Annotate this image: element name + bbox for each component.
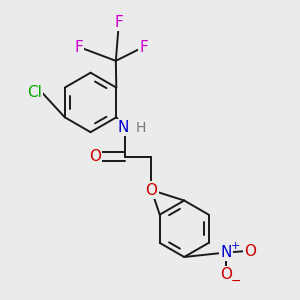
- Text: Cl: Cl: [27, 85, 41, 100]
- Text: F: F: [140, 40, 148, 55]
- Text: O: O: [146, 183, 158, 198]
- Text: F: F: [114, 15, 123, 30]
- Text: N: N: [220, 245, 232, 260]
- Text: +: +: [231, 241, 240, 251]
- Text: N: N: [118, 120, 129, 135]
- Text: O: O: [244, 244, 256, 259]
- Text: O: O: [220, 267, 232, 282]
- Text: H: H: [135, 121, 146, 135]
- Text: −: −: [230, 275, 241, 288]
- Text: O: O: [89, 149, 101, 164]
- Text: F: F: [74, 40, 83, 55]
